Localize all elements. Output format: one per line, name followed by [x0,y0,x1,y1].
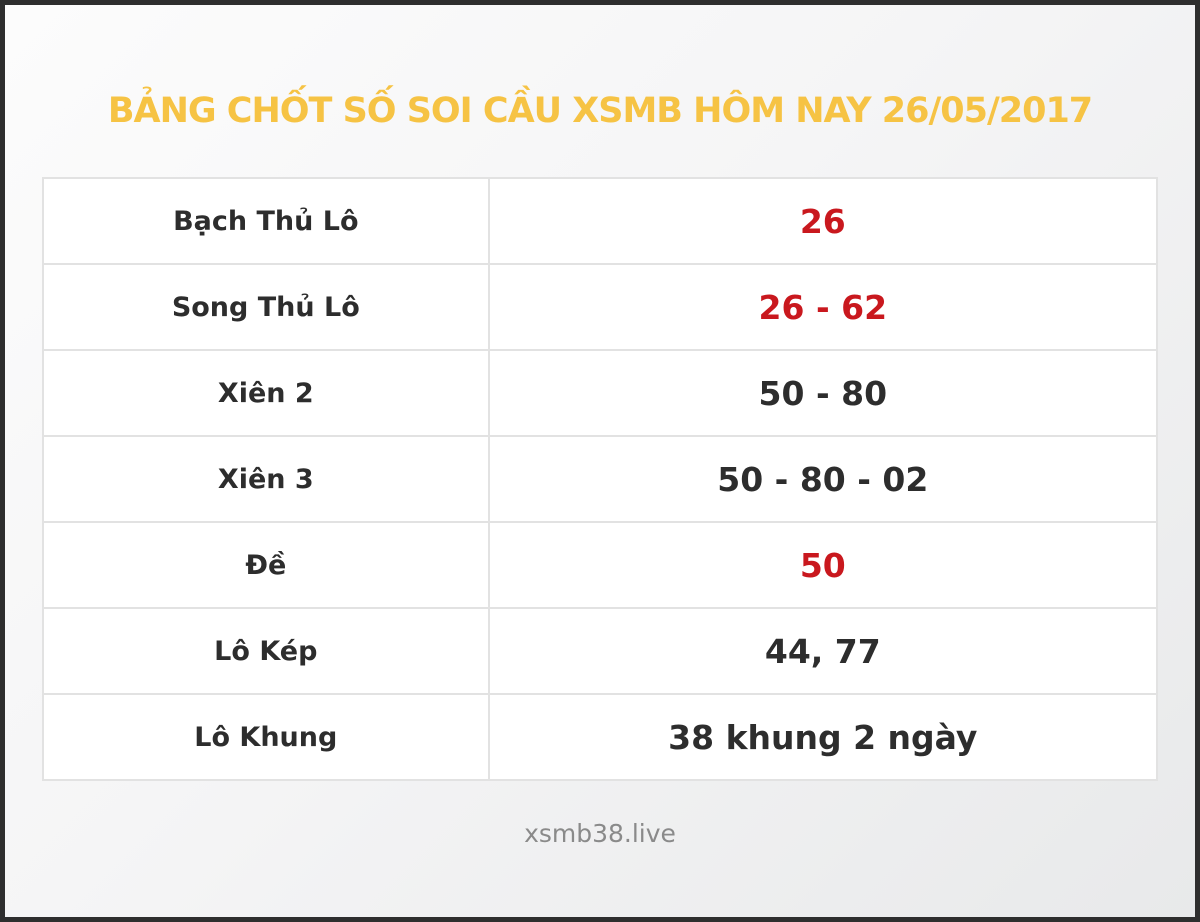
prediction-table-body: Bạch Thủ Lô 26 Song Thủ Lô 26 - 62 Xiên … [42,177,1159,781]
row-label: Song Thủ Lô [42,263,490,351]
table-row: Bạch Thủ Lô 26 [42,177,1159,265]
row-label: Bạch Thủ Lô [42,177,490,265]
table-row: Lô Kép 44, 77 [42,607,1159,695]
row-value: 50 - 80 [487,349,1159,437]
table-row: Xiên 3 50 - 80 - 02 [42,435,1159,523]
row-value: 44, 77 [487,607,1159,695]
row-value: 26 [487,177,1159,265]
prediction-table: Bạch Thủ Lô 26 Song Thủ Lô 26 - 62 Xiên … [42,177,1159,781]
table-row: Đề 50 [42,521,1159,609]
table-row: Lô Khung 38 khung 2 ngày [42,693,1159,781]
table-row: Song Thủ Lô 26 - 62 [42,263,1159,351]
row-label: Xiên 3 [42,435,490,523]
table-row: Xiên 2 50 - 80 [42,349,1159,437]
row-label: Đề [42,521,490,609]
row-value: 38 khung 2 ngày [487,693,1159,781]
row-label: Lô Kép [42,607,490,695]
row-label: Xiên 2 [42,349,490,437]
row-value: 50 [487,521,1159,609]
row-label: Lô Khung [42,693,490,781]
site-watermark: xsmb38.live [524,819,676,848]
row-value: 26 - 62 [487,263,1159,351]
row-value: 50 - 80 - 02 [487,435,1159,523]
page-title: BẢNG CHỐT SỐ SOI CẦU XSMB HÔM NAY 26/05/… [107,91,1093,131]
